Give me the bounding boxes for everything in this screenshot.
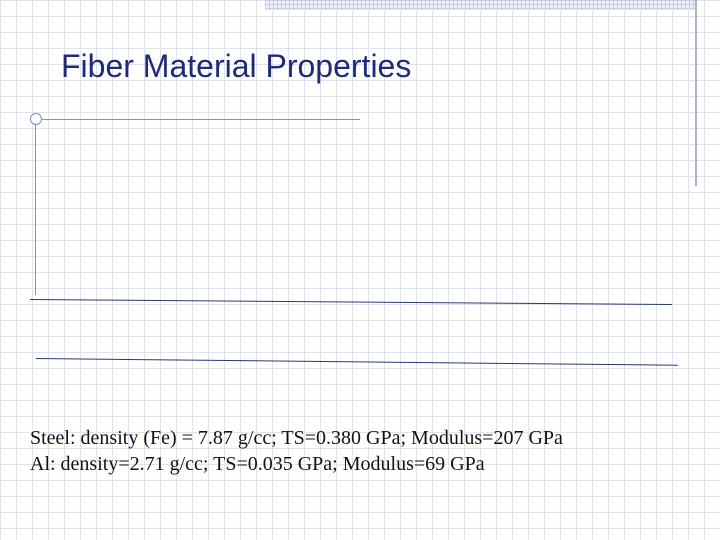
- title-underline-rule: [42, 119, 360, 120]
- divider-line-lower: [35, 358, 678, 366]
- header-pattern-band: [265, 0, 696, 10]
- aluminum-properties-line: Al: density=2.71 g/cc; TS=0.035 GPa; Mod…: [30, 453, 485, 475]
- material-properties-text: Steel: density (Fe) = 7.87 g/cc; TS=0.38…: [30, 425, 563, 477]
- title-bullet-icon: [30, 113, 42, 125]
- steel-properties-line: Steel: density (Fe) = 7.87 g/cc; TS=0.38…: [30, 427, 563, 449]
- divider-line-upper: [29, 299, 672, 306]
- slide-title: Fiber Material Properties: [61, 48, 412, 84]
- right-edge-rule: [695, 0, 697, 186]
- left-vertical-rule: [35, 125, 36, 295]
